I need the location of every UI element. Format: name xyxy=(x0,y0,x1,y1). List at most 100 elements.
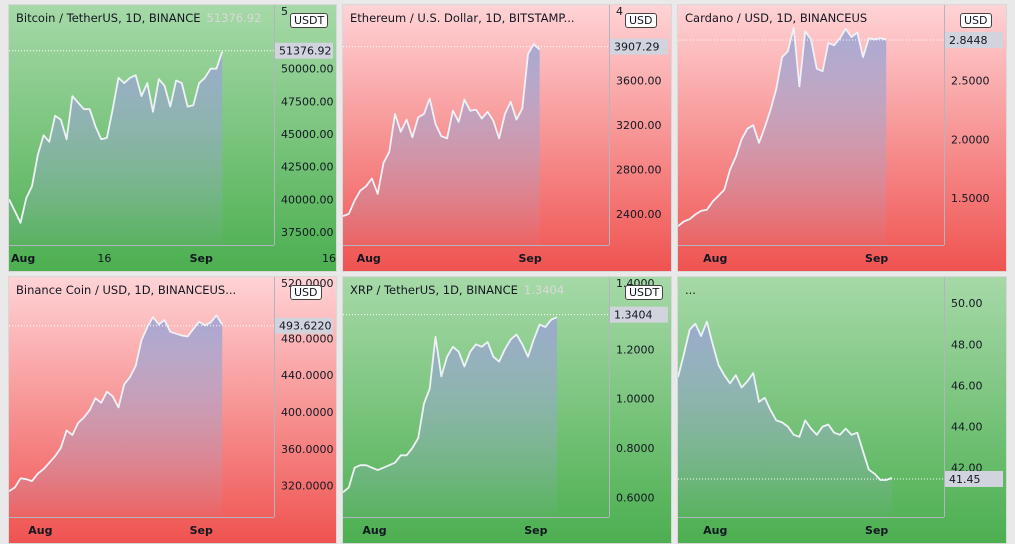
currency-button[interactable]: USD xyxy=(625,13,657,28)
y-tick-label: 48.00 xyxy=(951,338,983,351)
chart-canvas: 320.0000 360.0000 400.0000 440.0000 480.0000… xyxy=(9,277,336,543)
current-price-text: 41.45 xyxy=(949,473,981,486)
series-area xyxy=(343,44,540,245)
series-line xyxy=(343,316,558,493)
x-tick-label: Aug xyxy=(703,252,727,265)
current-price-box xyxy=(610,306,668,323)
x-tick-label: Sep xyxy=(190,252,213,265)
x-tick-label: Aug xyxy=(11,252,35,265)
currency-button[interactable]: USDT xyxy=(290,13,329,28)
y-tick-label: 1.5000 xyxy=(951,192,990,205)
chart-title-text: Cardano / USD, 1D, BINANCEUS xyxy=(685,11,868,25)
chart-title-text: Ethereum / U.S. Dollar, 1D, BITSTAMP... xyxy=(350,11,575,25)
chart-title-last-value: ... xyxy=(873,11,885,25)
currency-button[interactable]: USDT xyxy=(625,285,664,300)
current-price-label: 41.45 xyxy=(945,470,1003,487)
series-line xyxy=(343,43,541,217)
chart-title-text: ... xyxy=(685,283,696,297)
y-tick-label: 50000.00 xyxy=(281,63,334,76)
series-area xyxy=(678,27,887,246)
y-tick-label: 0.6000 xyxy=(616,491,655,504)
chart-title-text: XRP / TetherUS, 1D, BINANCE xyxy=(350,283,518,297)
y-tick-label: 45000.00 xyxy=(281,128,334,141)
current-price-label: 51376.92 xyxy=(275,42,333,59)
currency-button[interactable]: USD xyxy=(290,285,322,300)
chart-title-text: Bitcoin / TetherUS, 1D, BINANCE xyxy=(16,11,201,25)
chart-panel-6[interactable]: 42.00 44.00 46.00 48.00 50.00 41.45 Aug Sep... xyxy=(677,276,1007,544)
chart-canvas: 2400.00 2800.00 3200.00 3600.00 4 3907.29 Aug S… xyxy=(343,5,671,271)
series-line xyxy=(9,51,224,224)
current-price-text: 2.8448 xyxy=(949,34,988,47)
y-tick-label: 400.0000 xyxy=(281,406,334,419)
y-tick-label: 2.5000 xyxy=(951,75,990,88)
current-price-text: 51376.92 xyxy=(279,45,332,58)
y-tick-label: 37500.00 xyxy=(281,226,334,239)
x-tick-label: Aug xyxy=(362,524,386,537)
series-line xyxy=(678,26,887,227)
currency-button[interactable]: USD xyxy=(960,13,992,28)
y-tick-label: 46.00 xyxy=(951,379,983,392)
series-area xyxy=(9,51,223,246)
x-tick-label: Sep xyxy=(865,252,888,265)
y-tick-label: 320.0000 xyxy=(281,480,334,493)
chart-title-text: Binance Coin / USD, 1D, BINANCEUS... xyxy=(16,283,237,297)
y-tick-label: 5 xyxy=(281,5,288,18)
series-area xyxy=(678,321,892,517)
current-price-box xyxy=(275,317,333,334)
x-tick-label: Aug xyxy=(28,524,52,537)
chart-panel-4[interactable]: 320.0000 360.0000 400.0000 440.0000 480.0000… xyxy=(8,276,337,544)
y-tick-label: 3200.00 xyxy=(616,119,662,132)
chart-title-last-value: 1.3404 xyxy=(523,283,565,297)
chart-panel-5[interactable]: 0.6000 0.8000 1.0000 1.2000 1.4000 1.3404 Aug S… xyxy=(342,276,672,544)
y-tick-label: 2800.00 xyxy=(616,164,662,177)
current-price-label: 2.8448 xyxy=(945,32,1003,49)
chart-title: Cardano / USD, 1D, BINANCEUS... xyxy=(685,11,884,25)
current-price-label: 493.6220 xyxy=(275,317,333,334)
chart-canvas: 37500.00 40000.00 42500.00 45000.00 47500.00… xyxy=(9,5,336,271)
current-price-box xyxy=(275,42,333,59)
x-tick-label: Aug xyxy=(357,252,381,265)
y-tick-label: 44.00 xyxy=(951,421,983,434)
chart-title-last-value: 51376.92 xyxy=(206,11,262,25)
chart-title: Bitcoin / TetherUS, 1D, BINANCE 51376.92 xyxy=(16,11,261,25)
chart-title: ... xyxy=(685,283,696,297)
y-tick-label: 47500.00 xyxy=(281,95,334,108)
y-tick-label: 0.8000 xyxy=(616,442,655,455)
chart-panel-3[interactable]: 1.5000 2.0000 2.5000 2.8448 Aug Sep Cardano / … xyxy=(677,4,1007,272)
chart-canvas: 1.5000 2.0000 2.5000 2.8448 Aug Sep xyxy=(678,5,1006,271)
x-tick-label: Sep xyxy=(190,524,213,537)
y-tick-label: 1.2000 xyxy=(616,343,655,356)
chart-title: Ethereum / U.S. Dollar, 1D, BITSTAMP... xyxy=(350,11,575,25)
current-price-box xyxy=(945,32,1003,49)
x-tick-label: Aug xyxy=(703,524,727,537)
y-tick-label: 360.0000 xyxy=(281,443,334,456)
series-area xyxy=(9,315,223,517)
y-tick-label: 50.00 xyxy=(951,297,983,310)
y-tick-label: 42500.00 xyxy=(281,161,334,174)
current-price-text: 1.3404 xyxy=(614,309,653,322)
y-tick-label: 40000.00 xyxy=(281,193,334,206)
y-tick-label: 3600.00 xyxy=(616,75,662,88)
series-line xyxy=(678,320,893,481)
chart-title: Binance Coin / USD, 1D, BINANCEUS... xyxy=(16,283,236,297)
current-price-text: 3907.29 xyxy=(614,41,660,54)
x-tick-label: Sep xyxy=(524,524,547,537)
y-tick-label: 1.0000 xyxy=(616,393,655,406)
y-tick-label: 440.0000 xyxy=(281,369,334,382)
x-tick-label: 16 xyxy=(97,252,111,265)
current-price-text: 493.6220 xyxy=(279,320,332,333)
current-price-box xyxy=(610,38,668,55)
y-tick-label: 480.0000 xyxy=(281,332,334,345)
chart-title: XRP / TetherUS, 1D, BINANCE 1.3404 xyxy=(350,283,564,297)
current-price-label: 3907.29 xyxy=(610,38,668,55)
y-tick-label: 2.0000 xyxy=(951,133,990,146)
series-line xyxy=(9,314,223,492)
x-tick-label: Sep xyxy=(518,252,541,265)
chart-panel-1[interactable]: 37500.00 40000.00 42500.00 45000.00 47500.00… xyxy=(8,4,337,272)
x-tick-label: 16 xyxy=(322,252,336,265)
y-tick-label: 4 xyxy=(616,5,623,18)
current-price-label: 1.3404 xyxy=(610,306,668,323)
chart-panel-2[interactable]: 2400.00 2800.00 3200.00 3600.00 4 3907.29 Aug S… xyxy=(342,4,672,272)
